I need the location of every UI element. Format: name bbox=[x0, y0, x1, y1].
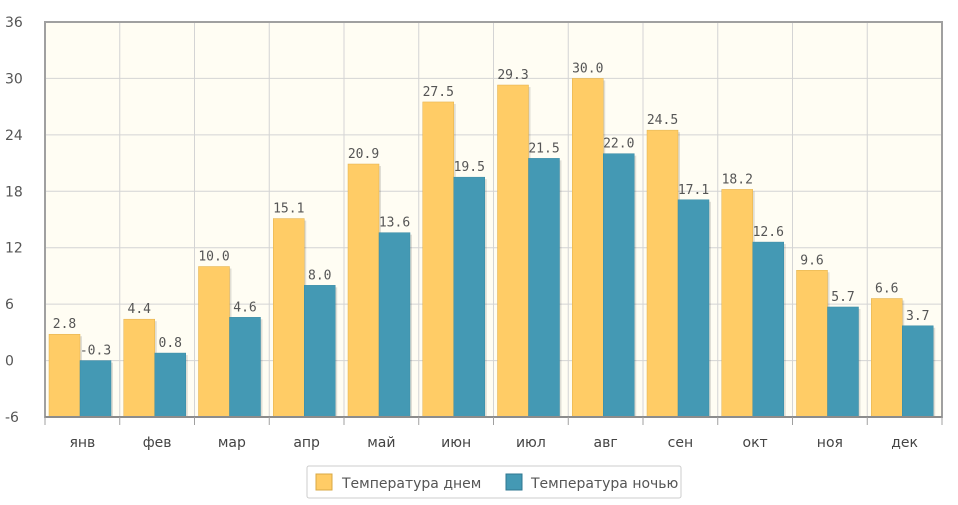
data-label-day: 15.1 bbox=[273, 202, 304, 217]
data-label-day: 30.0 bbox=[572, 61, 603, 76]
data-label-day: 20.9 bbox=[348, 147, 379, 162]
x-tick-label: фев bbox=[143, 435, 172, 451]
y-tick-label: 6 bbox=[5, 297, 14, 313]
bar-night[interactable] bbox=[453, 176, 485, 418]
x-tick-label: авг bbox=[594, 435, 618, 451]
x-tick-label: июн bbox=[441, 435, 471, 451]
data-label-day: 27.5 bbox=[423, 85, 454, 100]
data-label-day: 4.4 bbox=[128, 302, 152, 317]
bar-night[interactable] bbox=[528, 158, 560, 418]
bar-day[interactable] bbox=[198, 266, 230, 418]
data-label-night: -0.3 bbox=[80, 344, 111, 359]
legend-swatch-day[interactable] bbox=[315, 473, 333, 491]
bar-day[interactable] bbox=[347, 163, 380, 418]
bar-night[interactable] bbox=[79, 360, 112, 418]
y-tick-label: 0 bbox=[5, 354, 14, 370]
bar-night[interactable] bbox=[752, 241, 784, 418]
x-tick-label: май bbox=[367, 435, 395, 451]
data-label-day: 6.6 bbox=[875, 282, 898, 297]
x-tick-label: янв bbox=[69, 435, 95, 451]
bar-day[interactable] bbox=[871, 298, 903, 418]
bar-day[interactable] bbox=[721, 189, 753, 418]
bar-night[interactable] bbox=[229, 317, 261, 418]
x-tick-label: июл bbox=[516, 435, 546, 451]
data-label-night: 13.6 bbox=[379, 216, 410, 231]
data-label-night: 3.7 bbox=[906, 309, 929, 324]
legend-label-night[interactable]: Температура ночью bbox=[530, 476, 679, 492]
legend-label-day[interactable]: Температура днем bbox=[341, 476, 481, 492]
data-label-night: 12.6 bbox=[753, 225, 784, 240]
bar-night[interactable] bbox=[304, 285, 336, 418]
data-label-night: 19.5 bbox=[454, 160, 485, 175]
data-label-day: 10.0 bbox=[198, 250, 229, 265]
bar-day[interactable] bbox=[123, 318, 155, 418]
y-tick-label: 12 bbox=[5, 241, 23, 257]
data-label-night: 8.0 bbox=[308, 268, 331, 283]
data-label-night: 17.1 bbox=[678, 183, 709, 198]
bar-night[interactable] bbox=[902, 325, 934, 418]
data-label-night: 21.5 bbox=[528, 141, 559, 156]
data-label-night: 0.8 bbox=[159, 336, 182, 351]
data-label-day: 24.5 bbox=[647, 113, 678, 128]
x-tick-label: дек bbox=[891, 435, 918, 451]
bar-night[interactable] bbox=[827, 306, 859, 418]
x-tick-label: мар bbox=[218, 435, 246, 451]
legend-box bbox=[306, 465, 682, 499]
data-label-night: 22.0 bbox=[603, 137, 634, 152]
y-tick-label: 18 bbox=[5, 184, 23, 200]
bar-day[interactable] bbox=[273, 218, 305, 418]
data-label-night: 4.6 bbox=[233, 300, 256, 315]
x-tick-label: сен bbox=[668, 435, 693, 451]
data-label-night: 5.7 bbox=[831, 290, 854, 305]
bar-night[interactable] bbox=[677, 199, 710, 418]
data-label-day: 2.8 bbox=[53, 317, 76, 332]
x-tick-label: ноя bbox=[817, 435, 843, 451]
bar-day[interactable] bbox=[646, 129, 679, 418]
bar-day[interactable] bbox=[572, 78, 604, 418]
bar-day[interactable] bbox=[497, 84, 529, 418]
legend: Температура днем Температура ночью bbox=[306, 465, 682, 499]
bar-night[interactable] bbox=[154, 352, 186, 418]
bar-day[interactable] bbox=[796, 270, 828, 418]
x-tick-label: окт bbox=[743, 435, 768, 451]
bar-night[interactable] bbox=[378, 232, 411, 418]
y-tick-label: 30 bbox=[5, 71, 23, 87]
data-label-day: 29.3 bbox=[497, 68, 528, 83]
y-tick-label: 24 bbox=[5, 128, 23, 144]
y-tick-label: 36 bbox=[5, 15, 23, 31]
y-tick-label: -6 bbox=[5, 410, 19, 426]
bar-day[interactable] bbox=[422, 101, 454, 418]
data-label-day: 9.6 bbox=[800, 253, 823, 268]
data-label-day: 18.2 bbox=[722, 172, 753, 187]
bar-night[interactable] bbox=[603, 153, 635, 418]
x-tick-label: апр bbox=[293, 435, 320, 451]
legend-swatch-night[interactable] bbox=[505, 473, 523, 491]
bar-day[interactable] bbox=[48, 333, 81, 418]
